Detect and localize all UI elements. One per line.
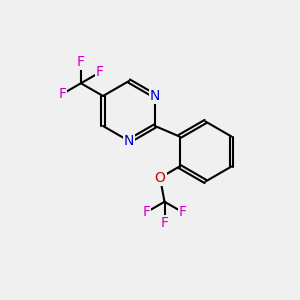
Text: F: F (58, 87, 66, 101)
Text: F: F (77, 55, 85, 69)
Text: N: N (150, 89, 160, 103)
Text: F: F (142, 205, 150, 219)
Text: F: F (179, 205, 187, 219)
Text: F: F (160, 216, 169, 230)
Text: F: F (96, 65, 104, 80)
Text: O: O (154, 171, 166, 185)
Text: N: N (124, 134, 134, 148)
